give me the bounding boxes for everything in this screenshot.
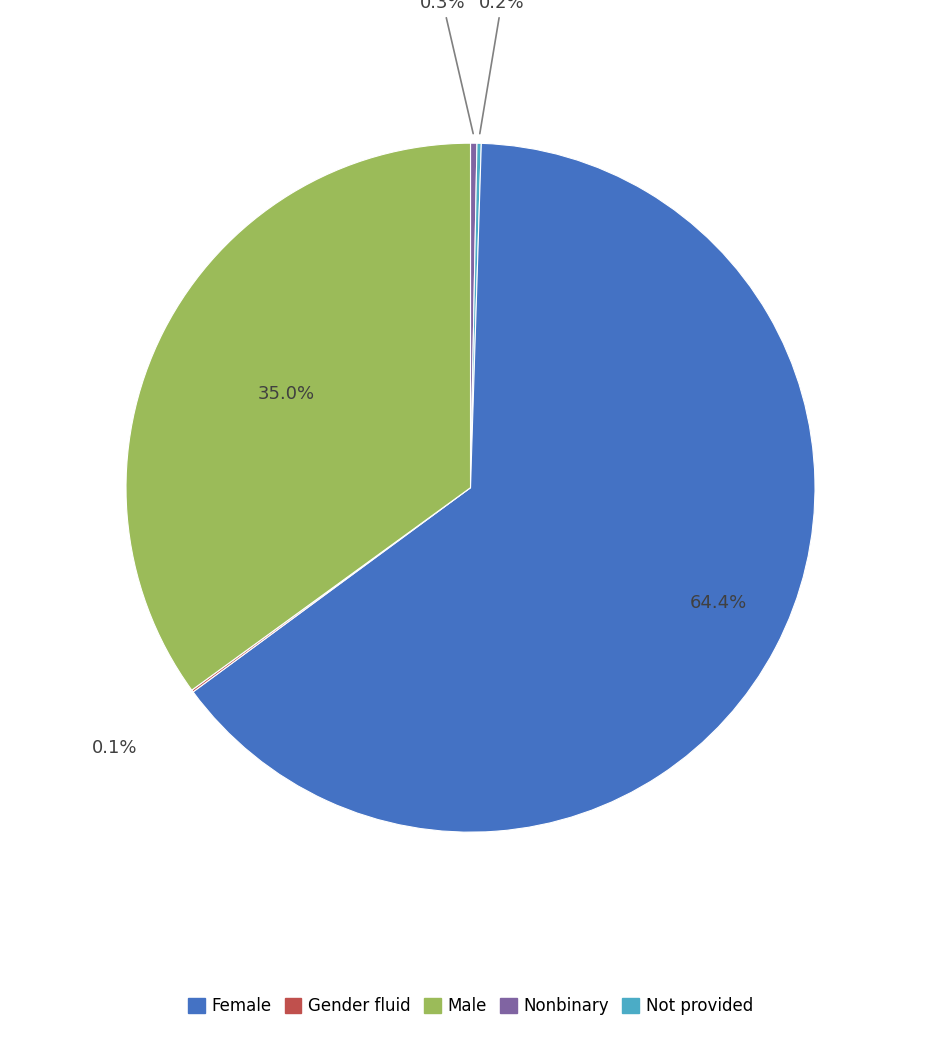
Wedge shape [126,143,470,691]
Text: 0.1%: 0.1% [92,739,137,757]
Wedge shape [470,143,477,487]
Wedge shape [470,143,481,487]
Text: 0.2%: 0.2% [479,0,524,134]
Wedge shape [192,487,471,692]
Text: 64.4%: 64.4% [690,594,747,612]
Text: 0.3%: 0.3% [420,0,473,134]
Wedge shape [193,143,815,832]
Legend: Female, Gender fluid, Male, Nonbinary, Not provided: Female, Gender fluid, Male, Nonbinary, N… [182,990,759,1021]
Text: 35.0%: 35.0% [258,385,315,402]
